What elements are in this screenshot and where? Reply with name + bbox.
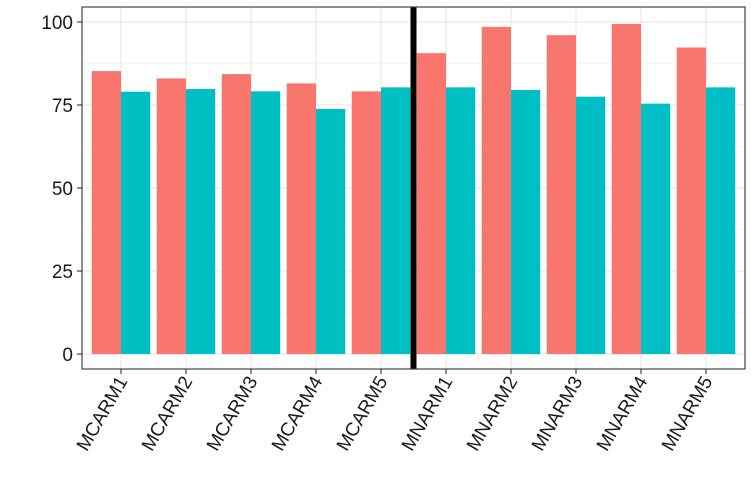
bar-mnarm2-series-1 xyxy=(481,26,511,355)
bar-mcarm1-series-1 xyxy=(91,71,121,355)
y-tick-label: 25 xyxy=(52,262,73,283)
bar-mcarm5-series-2 xyxy=(381,87,411,355)
y-tick-label: 75 xyxy=(52,96,73,117)
x-tick-label: MNARM5 xyxy=(658,373,717,455)
bar-mnarm3-series-1 xyxy=(546,35,576,355)
bar-mnarm4-series-1 xyxy=(611,23,641,355)
x-tick-label: MCARM2 xyxy=(138,373,197,455)
bar-mnarm5-series-1 xyxy=(676,47,706,355)
x-axis-ticks: MCARM1 MCARM2 MCARM3 MCARM4 MCARM5 MNARM1 MNAR… xyxy=(73,369,717,455)
bar-mnarm3-series-2 xyxy=(576,96,606,355)
bar-mcarm2-series-2 xyxy=(186,89,216,355)
bar-mcarm4-series-2 xyxy=(316,108,346,355)
bar-mcarm2-series-1 xyxy=(156,78,186,355)
x-tick-label: MNARM1 xyxy=(398,373,457,455)
y-axis-ticks: 0 25 50 75 100 xyxy=(41,13,82,366)
x-tick-label: MCARM1 xyxy=(73,373,132,455)
bar-mcarm3-series-2 xyxy=(251,91,281,355)
bar-mcarm4-series-1 xyxy=(286,83,316,355)
bar-mnarm1-series-1 xyxy=(416,53,446,355)
x-tick-label: MNARM3 xyxy=(528,373,587,455)
bar-mnarm5-series-2 xyxy=(706,87,736,355)
y-tick-label: 100 xyxy=(41,13,73,34)
x-tick-label: MCARM5 xyxy=(333,373,392,455)
x-tick-label: MNARM2 xyxy=(463,373,522,455)
bar-mcarm1-series-2 xyxy=(121,91,151,355)
bar-mnarm4-series-2 xyxy=(641,103,671,355)
bar-mcarm3-series-1 xyxy=(221,74,251,355)
bars xyxy=(91,23,736,355)
bar-mnarm1-series-2 xyxy=(446,87,476,355)
panel-border xyxy=(81,6,746,370)
bar-mnarm2-series-2 xyxy=(511,90,541,355)
bar-mcarm5-series-1 xyxy=(351,91,381,355)
y-tick-label: 0 xyxy=(62,345,73,366)
y-tick-label: 50 xyxy=(52,179,73,200)
x-tick-label: MCARM4 xyxy=(268,373,328,455)
x-tick-label: MCARM3 xyxy=(203,373,262,455)
x-tick-label: MNARM4 xyxy=(593,373,653,455)
